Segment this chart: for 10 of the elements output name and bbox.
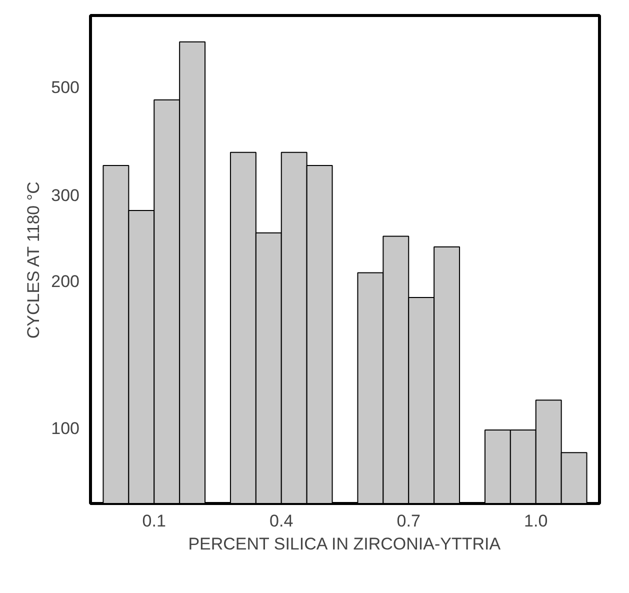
y-tick-label: 200 [51,272,80,292]
x-axis-title: PERCENT SILICA IN ZIRCONIA-YTTRIA [188,534,502,554]
y-axis-title: CYCLES AT 1180 °C [24,182,44,339]
x-tick-label: 0.1 [142,512,166,530]
x-tick-label: 0.4 [270,512,294,530]
y-tick-label: 100 [51,418,80,438]
x-tick-label: 1.0 [524,512,548,530]
y-tick-label: 300 [51,186,80,206]
x-tick-label: 0.7 [396,512,420,530]
y-tick-label: 500 [51,78,80,97]
